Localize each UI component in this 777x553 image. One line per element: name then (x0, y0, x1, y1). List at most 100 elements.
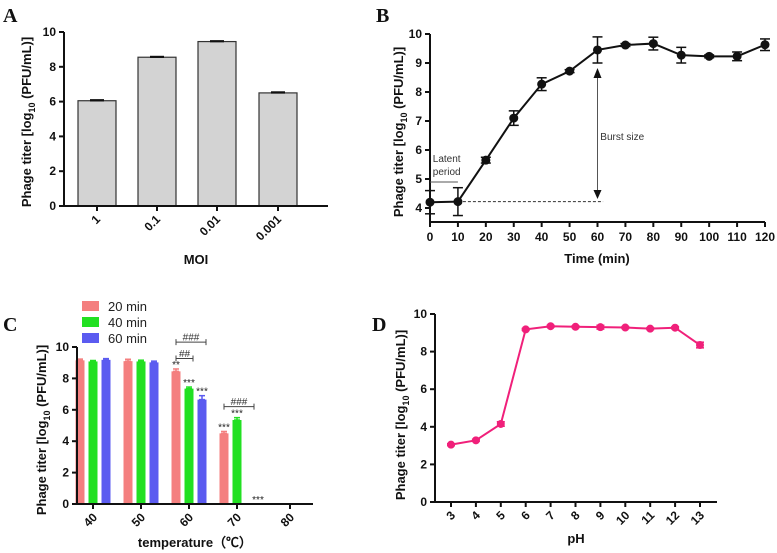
data-point (593, 45, 602, 55)
legend-label: 60 min (108, 331, 147, 346)
significance-stars: *** (183, 378, 195, 389)
y-label-part: (PFU/mL)] (19, 37, 34, 103)
bar (88, 361, 98, 504)
y-label-part: Phage titer [log (19, 113, 34, 208)
x-tick-label: 12 (663, 508, 683, 528)
bar (137, 56, 177, 207)
y-tick-label: 4 (49, 129, 56, 143)
x-tick-label: 50 (563, 230, 577, 244)
x-tick-label: 70 (225, 510, 245, 530)
data-point (621, 323, 630, 332)
y-tick-label: 0 (62, 497, 69, 511)
x-tick-label: 4 (468, 508, 483, 523)
data-point (447, 440, 455, 449)
y-tick-label: 10 (414, 307, 428, 321)
y-tick-label: 6 (420, 382, 427, 396)
legend-swatch (82, 301, 99, 311)
x-tick-label: 40 (535, 230, 549, 244)
data-point (760, 40, 770, 50)
x-tick-label: 0.001 (253, 212, 284, 243)
y-tick-label: 8 (420, 345, 427, 359)
significance-hash: ### (231, 397, 248, 408)
y-tick-label: 8 (415, 85, 422, 99)
data-point (732, 51, 742, 61)
x-tick-label: 9 (593, 508, 608, 523)
data-point (704, 51, 714, 61)
x-axis-label: Time (min) (564, 251, 630, 266)
x-axis-label: temperature（℃） (138, 535, 252, 550)
y-tick-label: 4 (62, 434, 69, 448)
significance-hash: ## (179, 349, 191, 360)
data-point (596, 323, 605, 332)
significance-stars: *** (252, 495, 264, 506)
panel-label-D: D (372, 314, 386, 336)
x-axis-label: MOI (184, 252, 209, 267)
data-point (565, 66, 575, 76)
data-point (696, 341, 704, 350)
x-tick-label: 80 (647, 230, 661, 244)
x-tick-label: 80 (278, 510, 298, 530)
y-axis-label: Phage titer [log10 (PFU/mL)] (393, 330, 411, 500)
data-point (471, 436, 480, 445)
y-tick-label: 6 (49, 95, 56, 109)
bar (136, 361, 146, 504)
y-label-part: Phage titer [log (393, 406, 408, 501)
x-tick-label: 100 (699, 230, 719, 244)
x-tick-label: 11 (638, 508, 657, 527)
bar (123, 361, 133, 504)
x-tick-label: 0.1 (141, 212, 163, 234)
series-line (450, 325, 701, 446)
x-tick-label: 90 (675, 230, 689, 244)
x-tick-label: 70 (619, 230, 633, 244)
y-tick-label: 2 (49, 164, 56, 178)
y-label-part: (PFU/mL)] (393, 330, 408, 396)
latent-label: Latent (433, 154, 461, 165)
y-tick-label: 10 (56, 340, 70, 354)
y-tick-label: 6 (415, 143, 422, 157)
bar (171, 371, 181, 504)
panel-label-C: C (3, 314, 17, 336)
y-label-subscript: 10 (399, 113, 409, 123)
data-point (648, 39, 658, 49)
y-axis-label: Phage titer [log10 (PFU/mL)] (34, 345, 52, 515)
data-point (496, 419, 505, 428)
data-point (676, 50, 686, 60)
data-point (546, 322, 555, 331)
legend-swatch (82, 333, 99, 343)
arrow-head (593, 190, 602, 199)
significance-stars: *** (196, 387, 208, 398)
arrow-head (593, 68, 602, 78)
x-tick-label: 30 (507, 230, 521, 244)
y-label-part: (PFU/mL)] (34, 345, 49, 411)
data-point (671, 323, 680, 332)
bar (232, 420, 242, 504)
bar (101, 359, 111, 504)
data-point (537, 79, 547, 89)
latent-label: period (433, 167, 461, 178)
data-point (571, 322, 580, 331)
y-tick-label: 0 (420, 495, 427, 509)
x-tick-label: 50 (129, 510, 149, 530)
x-tick-label: 1 (88, 212, 103, 227)
y-tick-label: 10 (43, 25, 57, 39)
bar (258, 92, 298, 207)
x-tick-label: 40 (81, 510, 101, 530)
x-tick-label: 110 (727, 230, 747, 244)
y-label-subscript: 10 (401, 396, 411, 406)
x-tick-label: 8 (568, 508, 583, 523)
x-tick-label: 0.01 (197, 212, 224, 239)
x-tick-label: 3 (443, 508, 458, 523)
x-tick-label: 7 (543, 508, 558, 523)
y-tick-label: 10 (409, 27, 423, 41)
panel-label-B: B (376, 5, 389, 27)
x-tick-label: 6 (518, 508, 533, 523)
bar (149, 362, 159, 504)
bar (197, 399, 207, 504)
significance-hash: ### (183, 333, 200, 344)
x-tick-label: 13 (688, 508, 708, 528)
y-tick-label: 7 (415, 114, 422, 128)
significance-stars: ** (172, 360, 180, 371)
